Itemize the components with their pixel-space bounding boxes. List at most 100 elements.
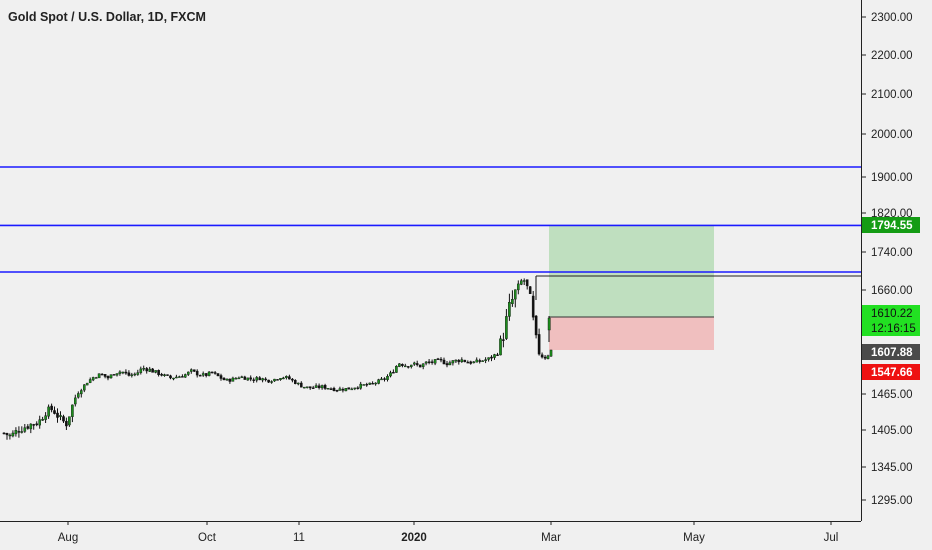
candle xyxy=(240,375,244,378)
target-price-label: 1794.55 xyxy=(871,220,913,232)
candle xyxy=(433,359,437,366)
candle xyxy=(421,363,425,370)
candle xyxy=(445,361,449,368)
candle xyxy=(427,359,431,365)
candle xyxy=(356,386,360,390)
candle xyxy=(359,381,363,390)
y-tick-label: 1660.00 xyxy=(871,285,913,297)
candle xyxy=(487,357,490,362)
candle xyxy=(300,381,303,388)
candle xyxy=(413,361,416,366)
y-tick-label: 1465.00 xyxy=(871,389,913,401)
price-tags: 1794.55 1610.22 12:16:15 1607.88 1547.66 xyxy=(862,217,920,380)
candle xyxy=(308,386,312,390)
candle xyxy=(85,382,89,386)
y-tick-label: 1295.00 xyxy=(871,495,913,507)
candle xyxy=(189,368,193,374)
stop-price-tag: 1547.66 xyxy=(862,364,920,380)
candle xyxy=(142,365,146,372)
candle xyxy=(341,387,345,393)
candle xyxy=(198,374,202,377)
stop-price-label: 1547.66 xyxy=(871,367,913,379)
candle xyxy=(472,361,476,364)
candle xyxy=(145,367,149,374)
candle xyxy=(112,374,116,376)
candle xyxy=(534,315,538,339)
candle xyxy=(201,371,205,377)
candle xyxy=(32,423,35,430)
candle xyxy=(332,386,336,392)
candle xyxy=(2,432,6,435)
candle xyxy=(267,379,270,383)
candle xyxy=(23,424,27,433)
candle xyxy=(404,363,407,368)
candle xyxy=(525,279,529,290)
candle xyxy=(511,290,514,307)
candle xyxy=(243,375,247,380)
candle xyxy=(246,377,250,381)
candle xyxy=(531,291,535,321)
time-axis: Aug Oct 11 2020 Mar May Jul xyxy=(58,521,838,544)
x-tick-label: Mar xyxy=(541,532,561,544)
candle xyxy=(305,386,309,389)
candle xyxy=(469,360,473,365)
candle xyxy=(228,378,232,384)
candle xyxy=(522,278,526,285)
candle xyxy=(528,286,532,295)
candle xyxy=(338,386,342,391)
candle xyxy=(282,376,285,380)
candle xyxy=(317,383,321,390)
y-tick-label: 2100.00 xyxy=(871,89,913,101)
x-tick-label: May xyxy=(683,532,705,544)
candle xyxy=(213,371,217,375)
candle xyxy=(395,365,398,373)
candle xyxy=(496,352,499,356)
candle xyxy=(186,371,190,376)
chart-title: Gold Spot / U.S. Dollar, 1D, FXCM xyxy=(8,10,206,24)
candle xyxy=(484,357,487,364)
candle xyxy=(410,364,413,369)
candle xyxy=(377,378,380,385)
candle xyxy=(407,366,410,369)
candle xyxy=(5,432,9,440)
candle xyxy=(154,370,157,374)
candle xyxy=(29,423,33,434)
candle xyxy=(11,430,15,438)
candle xyxy=(546,354,550,360)
candle xyxy=(20,426,24,434)
candle xyxy=(326,388,330,390)
x-tick-label: Aug xyxy=(58,532,78,544)
x-tick-label: Oct xyxy=(198,532,217,544)
candle xyxy=(374,382,377,386)
candle xyxy=(234,377,238,380)
candle xyxy=(252,377,256,383)
last-price-tag: 1607.88 xyxy=(862,344,920,360)
last-candle xyxy=(547,317,551,331)
candle xyxy=(454,359,458,363)
entry-price-tag: 1610.22 xyxy=(862,305,920,321)
candle xyxy=(50,403,53,413)
candle xyxy=(124,369,128,375)
candle xyxy=(514,289,517,308)
y-tick-label: 1345.00 xyxy=(871,462,913,474)
countdown-tag: 12:16:15 xyxy=(862,320,920,336)
candle xyxy=(109,374,113,379)
candle xyxy=(288,374,291,380)
candle xyxy=(139,366,143,375)
candle xyxy=(276,379,279,381)
candle xyxy=(136,369,140,376)
candle xyxy=(166,374,169,376)
candle xyxy=(26,424,30,430)
candle xyxy=(255,376,259,383)
candle xyxy=(17,426,21,438)
horizontal-levels xyxy=(0,166,861,273)
candle xyxy=(103,374,107,379)
candle xyxy=(273,378,276,382)
candle xyxy=(279,378,282,381)
loss-zone[interactable] xyxy=(549,317,714,350)
candle xyxy=(195,369,199,378)
candle xyxy=(258,376,262,381)
candle xyxy=(237,376,241,380)
